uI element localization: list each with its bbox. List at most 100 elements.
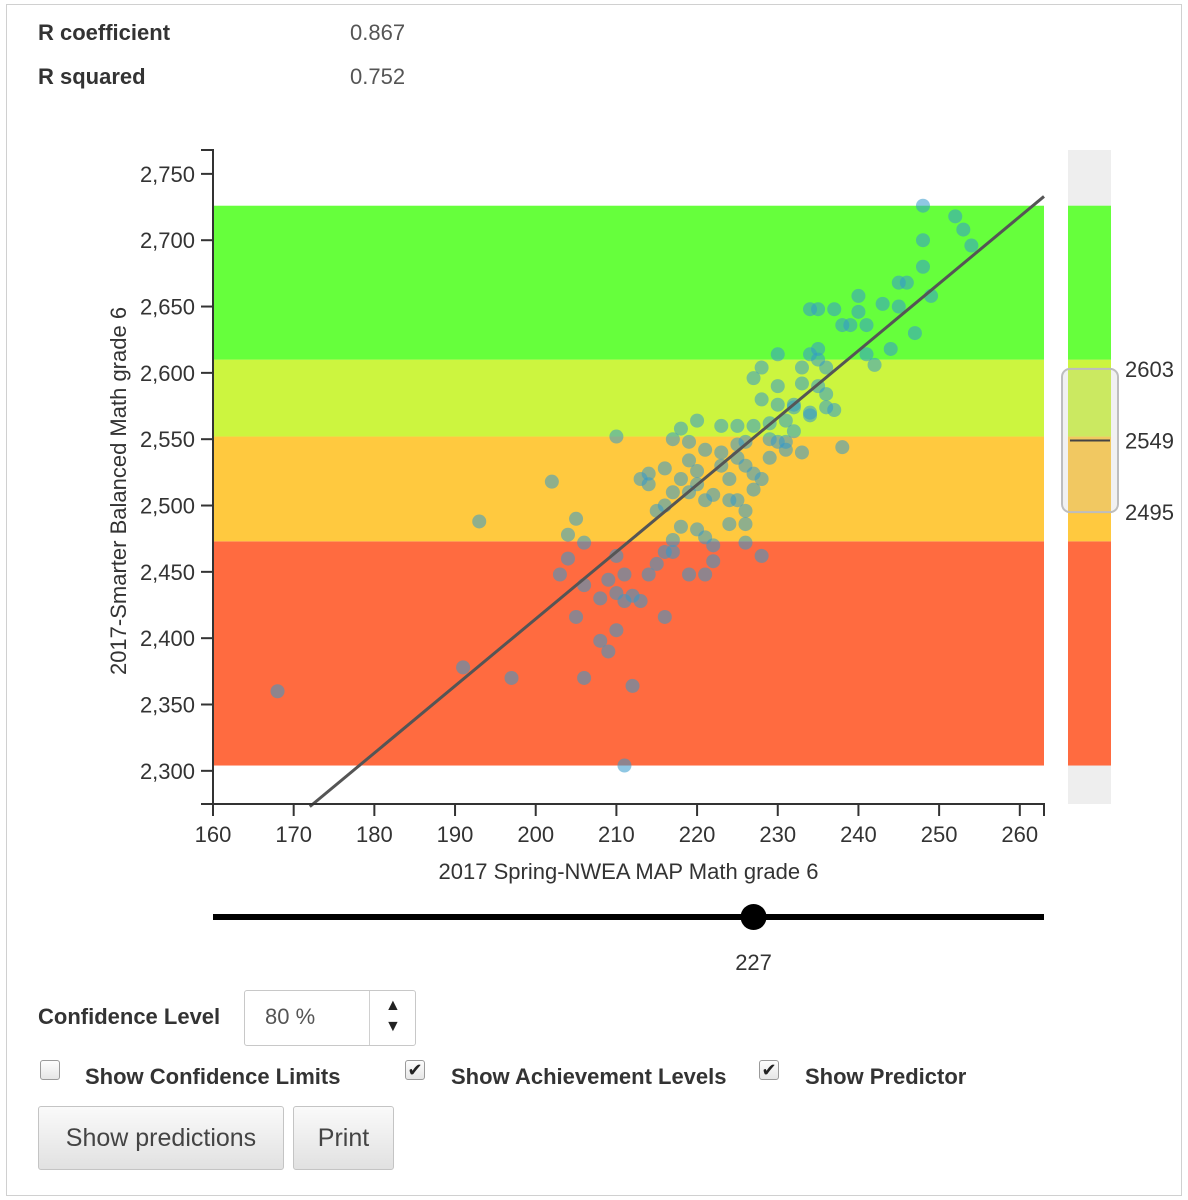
data-point (665, 485, 680, 500)
data-point (601, 572, 616, 587)
show-confidence-limits-label: Show Confidence Limits (85, 1064, 341, 1089)
data-point (706, 487, 721, 502)
y-tick-label: 2,750 (140, 162, 195, 187)
data-point (682, 434, 697, 449)
print-button[interactable]: Print (293, 1106, 394, 1170)
lower-limit-label: 2495 (1125, 500, 1174, 525)
data-point (714, 418, 729, 433)
panel-frame (6, 4, 1182, 1196)
data-point (682, 567, 697, 582)
x-tick-label: 200 (517, 822, 554, 847)
data-point (794, 445, 809, 460)
x-tick-label: 170 (275, 822, 312, 847)
data-point (754, 360, 769, 375)
data-point (907, 326, 922, 341)
data-point (786, 400, 801, 415)
y-axis-line (201, 149, 214, 805)
slider-handle[interactable] (740, 904, 767, 930)
data-point (593, 591, 608, 606)
show-predictions-button[interactable]: Show predictions (38, 1106, 284, 1170)
achievement-band-1 (213, 436, 1044, 542)
data-point (786, 424, 801, 439)
data-point (746, 418, 761, 433)
data-point (956, 222, 971, 237)
data-point (859, 318, 874, 333)
data-point (738, 434, 753, 449)
data-point (657, 609, 672, 624)
data-point (811, 341, 826, 356)
data-point (883, 341, 898, 356)
data-point (270, 684, 285, 699)
data-point (698, 567, 713, 582)
x-tick-label: 240 (840, 822, 877, 847)
data-point (746, 482, 761, 497)
data-point (738, 517, 753, 532)
upper-limit-label: 2603 (1125, 357, 1174, 382)
data-point (472, 514, 487, 529)
scatter-chart: 2,300 2,350 2,400 2,450 2,500 2,550 2,600 2,650… (106, 149, 1174, 975)
decrement-arrow-icon[interactable]: ▼ (385, 1018, 401, 1035)
data-point (730, 418, 745, 433)
data-point (673, 519, 688, 534)
y-tick-label: 2,400 (140, 626, 195, 651)
data-point (754, 548, 769, 563)
data-point (835, 440, 850, 455)
data-point (891, 299, 906, 314)
data-point (948, 209, 963, 224)
data-point (690, 464, 705, 479)
data-point (915, 259, 930, 274)
predictor-slider[interactable]: 227 (213, 904, 1044, 975)
data-point (811, 302, 826, 317)
data-point (964, 238, 979, 253)
slider-value-label: 227 (735, 950, 772, 975)
data-point (690, 413, 705, 428)
data-point (770, 379, 785, 394)
achievement-bands (213, 205, 1044, 766)
y-tick-label: 2,550 (140, 427, 195, 452)
y-tick-label: 2,600 (140, 361, 195, 386)
side-band-3 (1068, 205, 1111, 360)
confidence-level-stepper[interactable]: 80 % ▲ ▼ (244, 990, 416, 1046)
show-confidence-limits-checkbox[interactable] (40, 1060, 60, 1080)
data-point (915, 233, 930, 248)
data-point (915, 198, 930, 213)
show-predictor-checkbox[interactable]: ✔ (759, 1060, 779, 1080)
x-tick-label: 210 (598, 822, 635, 847)
data-point (778, 413, 793, 428)
stepper-divider (369, 991, 370, 1045)
data-point (641, 477, 656, 492)
data-point (722, 471, 737, 486)
side-band-0 (1068, 541, 1111, 766)
x-tick-label: 190 (437, 822, 474, 847)
data-point (754, 471, 769, 486)
regression-line (308, 195, 1045, 808)
data-point (867, 357, 882, 372)
data-point (544, 474, 559, 489)
data-point (617, 567, 632, 582)
data-point (875, 296, 890, 311)
x-tick-label: 260 (1001, 822, 1038, 847)
data-point (770, 397, 785, 412)
data-point (682, 453, 697, 468)
data-point (552, 567, 567, 582)
data-point (673, 421, 688, 436)
data-point (851, 304, 866, 319)
increment-arrow-icon[interactable]: ▲ (385, 997, 401, 1014)
y-axis-title: 2017-Smarter Balanced Math grade 6 (106, 307, 131, 675)
show-predictor-label: Show Predictor (805, 1064, 967, 1089)
confidence-level-value[interactable]: 80 % (265, 1004, 316, 1029)
data-point (601, 644, 616, 659)
data-point (617, 758, 632, 773)
show-achievement-levels-checkbox[interactable]: ✔ (405, 1060, 425, 1080)
data-point (899, 275, 914, 290)
data-point (778, 442, 793, 457)
data-point (633, 594, 648, 609)
y-tick-label: 2,450 (140, 560, 195, 585)
x-axis-title: 2017 Spring-NWEA MAP Math grade 6 (439, 859, 819, 884)
data-point (746, 371, 761, 386)
data-point (625, 678, 640, 693)
x-axis-line (212, 803, 1045, 816)
data-point (665, 544, 680, 559)
y-tick-label: 2,650 (140, 295, 195, 320)
data-point (827, 403, 842, 418)
